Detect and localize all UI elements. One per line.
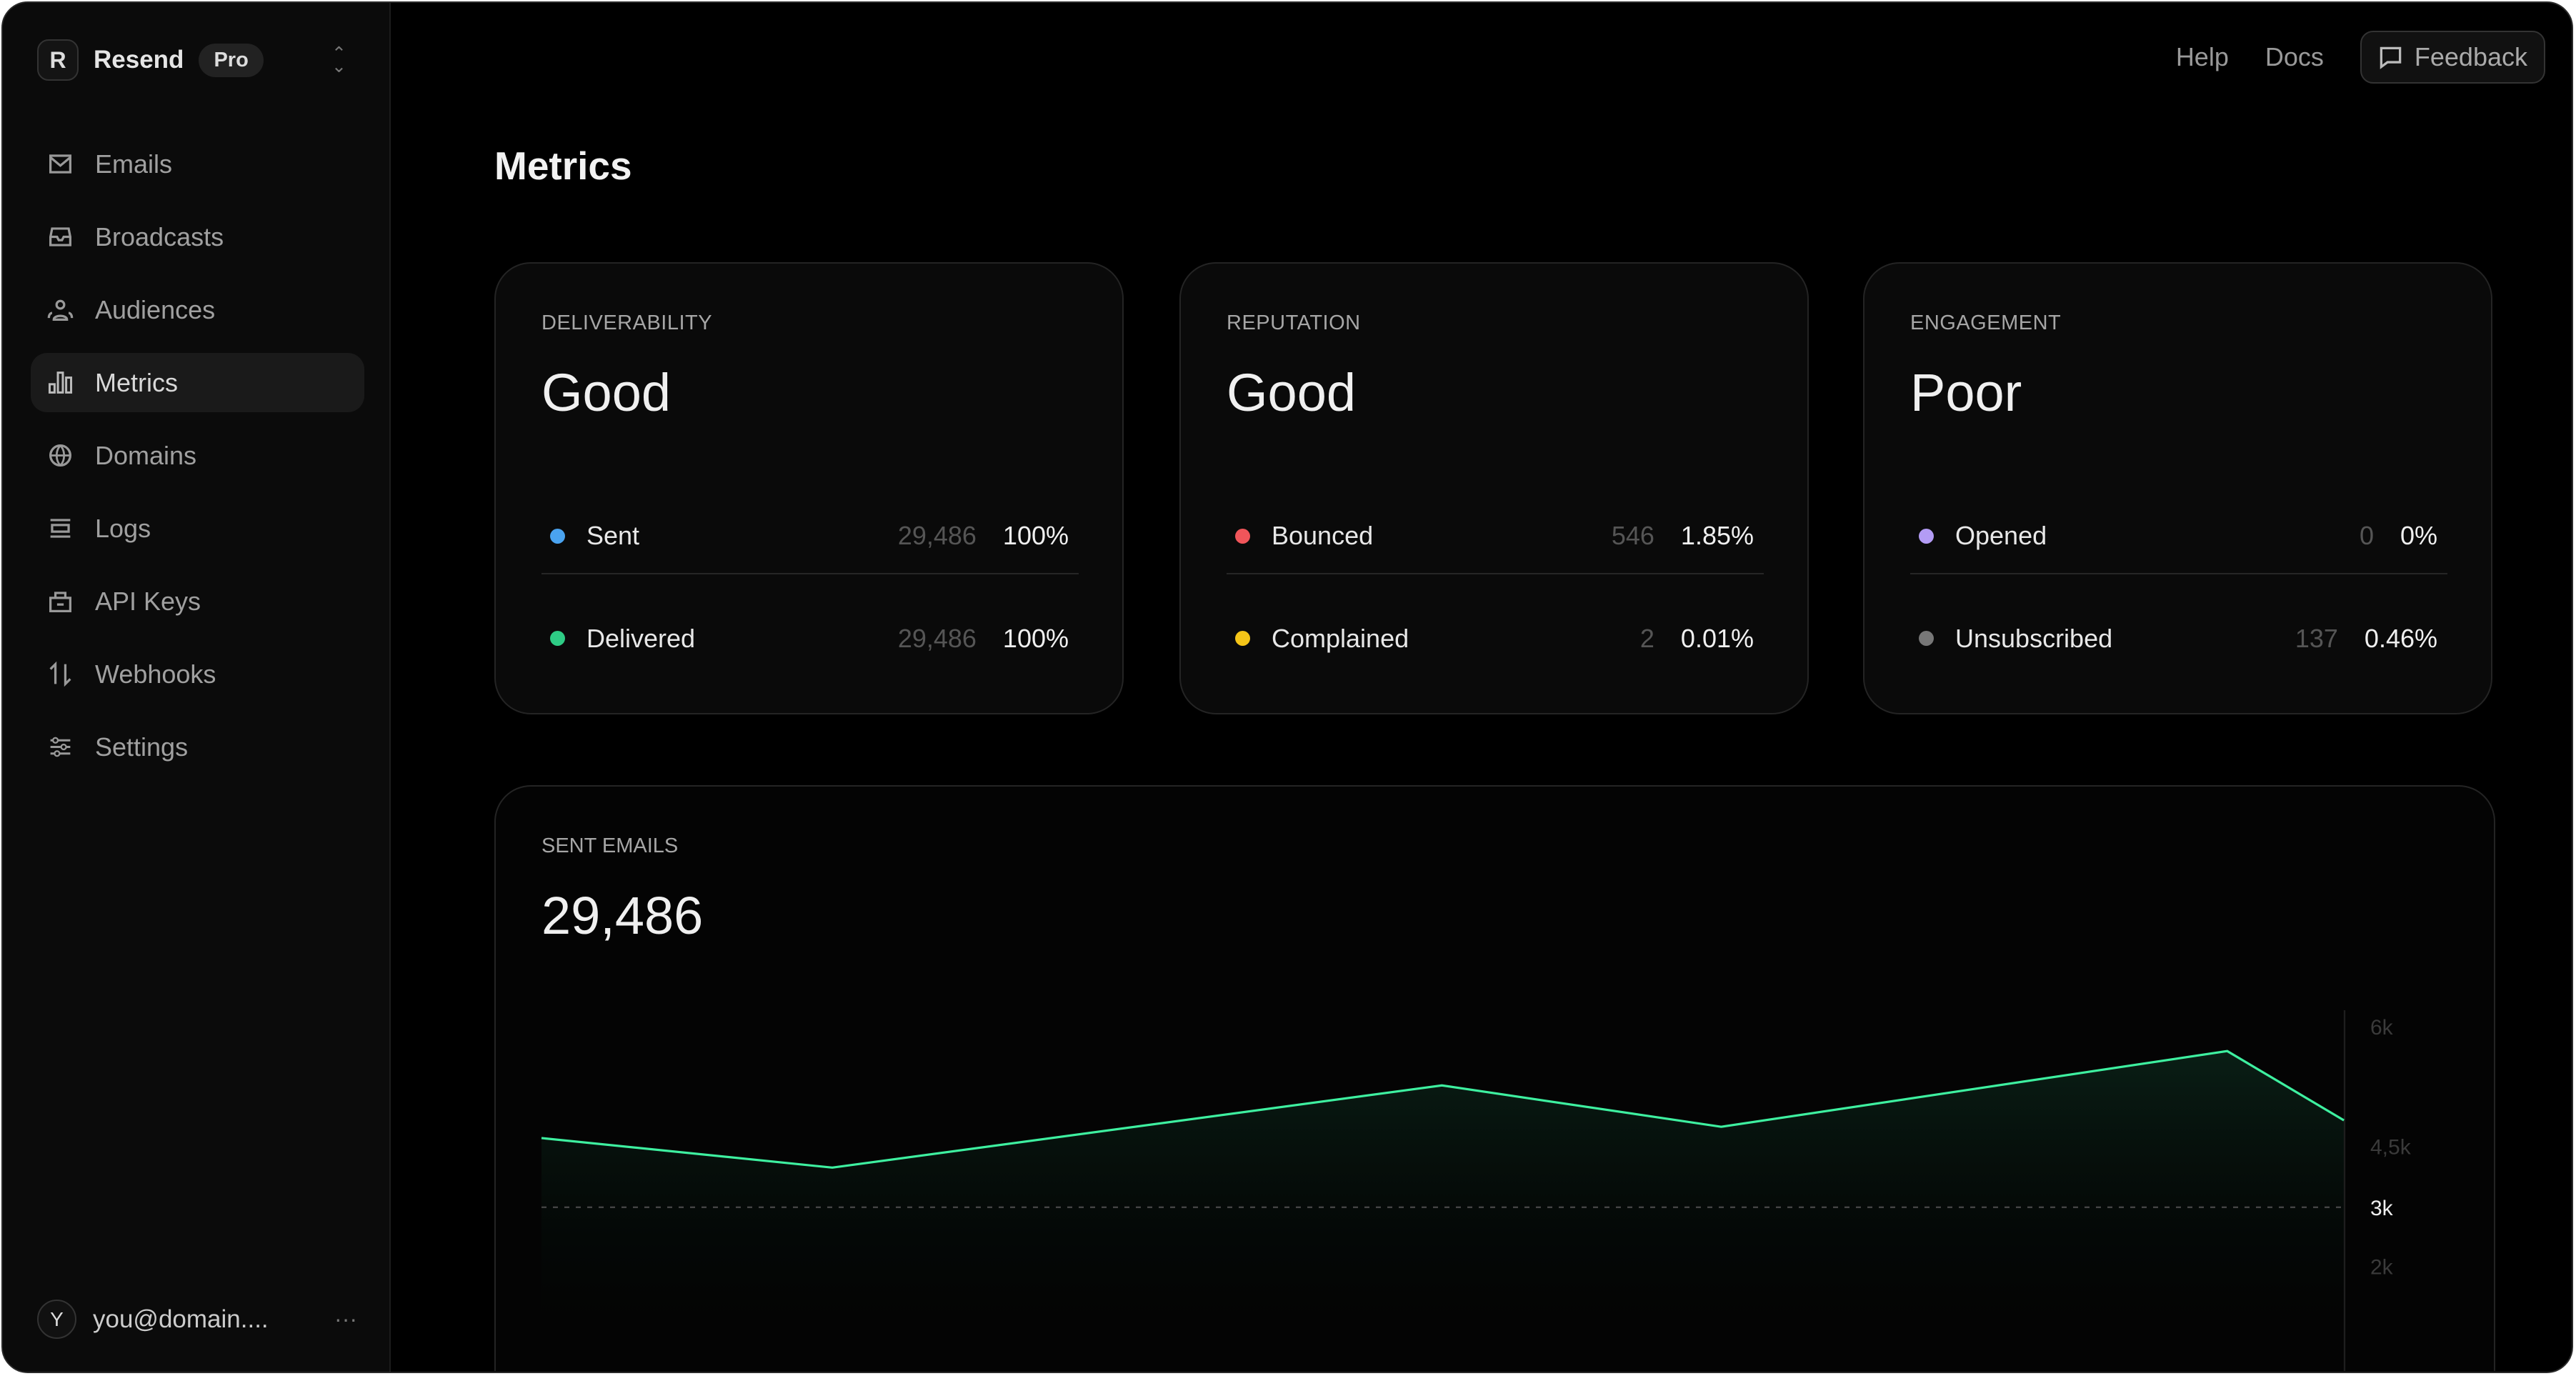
y-tick-label: 3k [2370, 1197, 2394, 1220]
reputation-card: REPUTATION Good Bounced 546 1.85% Compla… [1179, 262, 1809, 714]
sidebar-item-webhooks[interactable]: Webhooks [31, 644, 364, 704]
mail-icon [47, 151, 74, 177]
sidebar-item-label: Broadcasts [95, 221, 224, 251]
globe-icon [47, 442, 74, 469]
user-menu[interactable]: Y you@domain.... ··· [37, 1300, 357, 1339]
metric-count: 29,486 [897, 623, 977, 653]
card-status: Poor [1910, 363, 2022, 422]
sidebar-item-settings[interactable]: Settings [31, 717, 364, 777]
sidebar-item-broadcasts[interactable]: Broadcasts [31, 207, 364, 266]
metric-row-delivered: Delivered 29,486 100% [541, 614, 1079, 663]
metric-percent: 0.01% [1680, 623, 1754, 653]
sidebar-item-logs[interactable]: Logs [31, 499, 364, 558]
brand-name: Resend [94, 46, 184, 74]
y-tick-label: 6k [2370, 1016, 2394, 1040]
page-title: Metrics [494, 144, 632, 188]
metric-count: 0 [2359, 521, 2374, 550]
metric-row-opened: Opened 0 0% [1910, 499, 2447, 574]
chart-area [541, 1051, 2345, 1371]
metric-label: Bounced [1272, 521, 1374, 550]
status-dot [1919, 528, 1934, 544]
sidebar-item-label: Settings [95, 732, 189, 762]
sidebar-nav: Emails Broadcasts Audiences Metrics Doma… [31, 134, 364, 790]
sliders-icon [47, 734, 74, 760]
docs-link[interactable]: Docs [2265, 42, 2324, 71]
feedback-label: Feedback [2414, 42, 2527, 71]
metric-count: 2 [1639, 623, 1654, 653]
metric-percent: 0.46% [2364, 623, 2437, 653]
metric-count: 137 [2295, 623, 2338, 653]
sidebar-item-label: Logs [95, 513, 151, 543]
more-icon[interactable]: ··· [334, 1306, 357, 1332]
sent-emails-card: SENT EMAILS 29,486 6k 4,5k 3k 2k [494, 785, 2495, 1371]
card-label: REPUTATION [1227, 311, 1361, 334]
sidebar-item-metrics[interactable]: Metrics [31, 353, 364, 412]
metric-row-sent: Sent 29,486 100% [541, 499, 1079, 574]
metric-label: Sent [586, 521, 640, 550]
card-label: ENGAGEMENT [1910, 311, 2062, 334]
user-email: you@domain.... [93, 1305, 269, 1333]
users-icon [47, 296, 74, 323]
bar-chart-icon [47, 369, 74, 396]
metric-percent: 1.85% [1680, 521, 1754, 550]
metric-count: 546 [1611, 521, 1654, 550]
engagement-card: ENGAGEMENT Poor Opened 0 0% Unsubscribed… [1863, 262, 2492, 714]
status-dot [1235, 528, 1250, 544]
card-status: Good [1227, 363, 1357, 422]
metric-percent: 100% [1002, 623, 1069, 653]
plan-badge: Pro [199, 43, 264, 77]
avatar: Y [37, 1300, 76, 1339]
sidebar-item-label: Webhooks [95, 659, 216, 689]
arrows-icon [47, 661, 74, 687]
card-label: DELIVERABILITY [541, 311, 713, 334]
status-dot [550, 631, 565, 646]
sidebar-item-audiences[interactable]: Audiences [31, 280, 364, 339]
sent-emails-chart: 6k 4,5k 3k 2k [541, 1010, 2412, 1371]
sidebar-item-api-keys[interactable]: API Keys [31, 572, 364, 631]
metric-count: 29,486 [897, 521, 977, 550]
sidebar-item-label: Audiences [95, 294, 216, 324]
metric-label: Delivered [586, 623, 696, 653]
status-dot [1919, 631, 1934, 646]
status-dot [1235, 631, 1250, 646]
message-icon [2380, 46, 2402, 69]
sidebar-item-label: Metrics [95, 367, 178, 397]
topbar: Help Docs Feedback [2176, 31, 2545, 84]
metric-row-unsubscribed: Unsubscribed 137 0.46% [1910, 614, 2447, 663]
metric-row-bounced: Bounced 546 1.85% [1227, 499, 1764, 574]
chevron-up-down-icon[interactable]: ⌃ ⌄ [331, 44, 346, 76]
metric-label: Opened [1955, 521, 2047, 550]
card-status: Good [541, 363, 672, 422]
team-switcher[interactable]: R Resend Pro [37, 39, 264, 81]
sidebar: R Resend Pro ⌃ ⌄ Emails Broadcasts Audien… [3, 3, 391, 1372]
metric-row-complained: Complained 2 0.01% [1227, 614, 1764, 663]
sidebar-item-label: Domains [95, 440, 197, 470]
y-tick-label: 4,5k [2370, 1136, 2412, 1160]
resend-logo: R [37, 39, 79, 81]
sidebar-item-label: API Keys [95, 586, 201, 616]
metric-label: Complained [1272, 623, 1409, 653]
sidebar-item-label: Emails [95, 149, 173, 179]
sent-emails-label: SENT EMAILS [541, 834, 679, 857]
y-tick-label: 2k [2370, 1256, 2394, 1280]
sidebar-item-domains[interactable]: Domains [31, 426, 364, 485]
metric-percent: 0% [2400, 521, 2437, 550]
logs-icon [47, 515, 74, 542]
status-dot [550, 528, 565, 544]
inbox-icon [47, 224, 74, 250]
feedback-button[interactable]: Feedback [2360, 31, 2545, 84]
lock-icon [47, 588, 74, 614]
sidebar-item-emails[interactable]: Emails [31, 134, 364, 194]
help-link[interactable]: Help [2175, 42, 2229, 71]
metric-label: Unsubscribed [1955, 623, 2113, 653]
chart-line [541, 1050, 2345, 1169]
metric-percent: 100% [1002, 521, 1069, 550]
sent-emails-total: 29,486 [541, 886, 704, 945]
deliverability-card: DELIVERABILITY Good Sent 29,486 100% Del… [494, 262, 1124, 714]
